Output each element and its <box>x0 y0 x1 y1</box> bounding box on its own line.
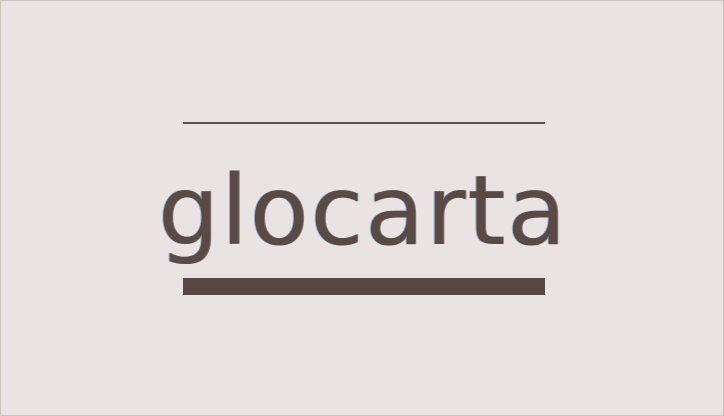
brand-wordmark: glocarta <box>158 155 568 267</box>
top-divider-line <box>183 122 545 124</box>
bottom-accent-bar <box>183 278 545 295</box>
